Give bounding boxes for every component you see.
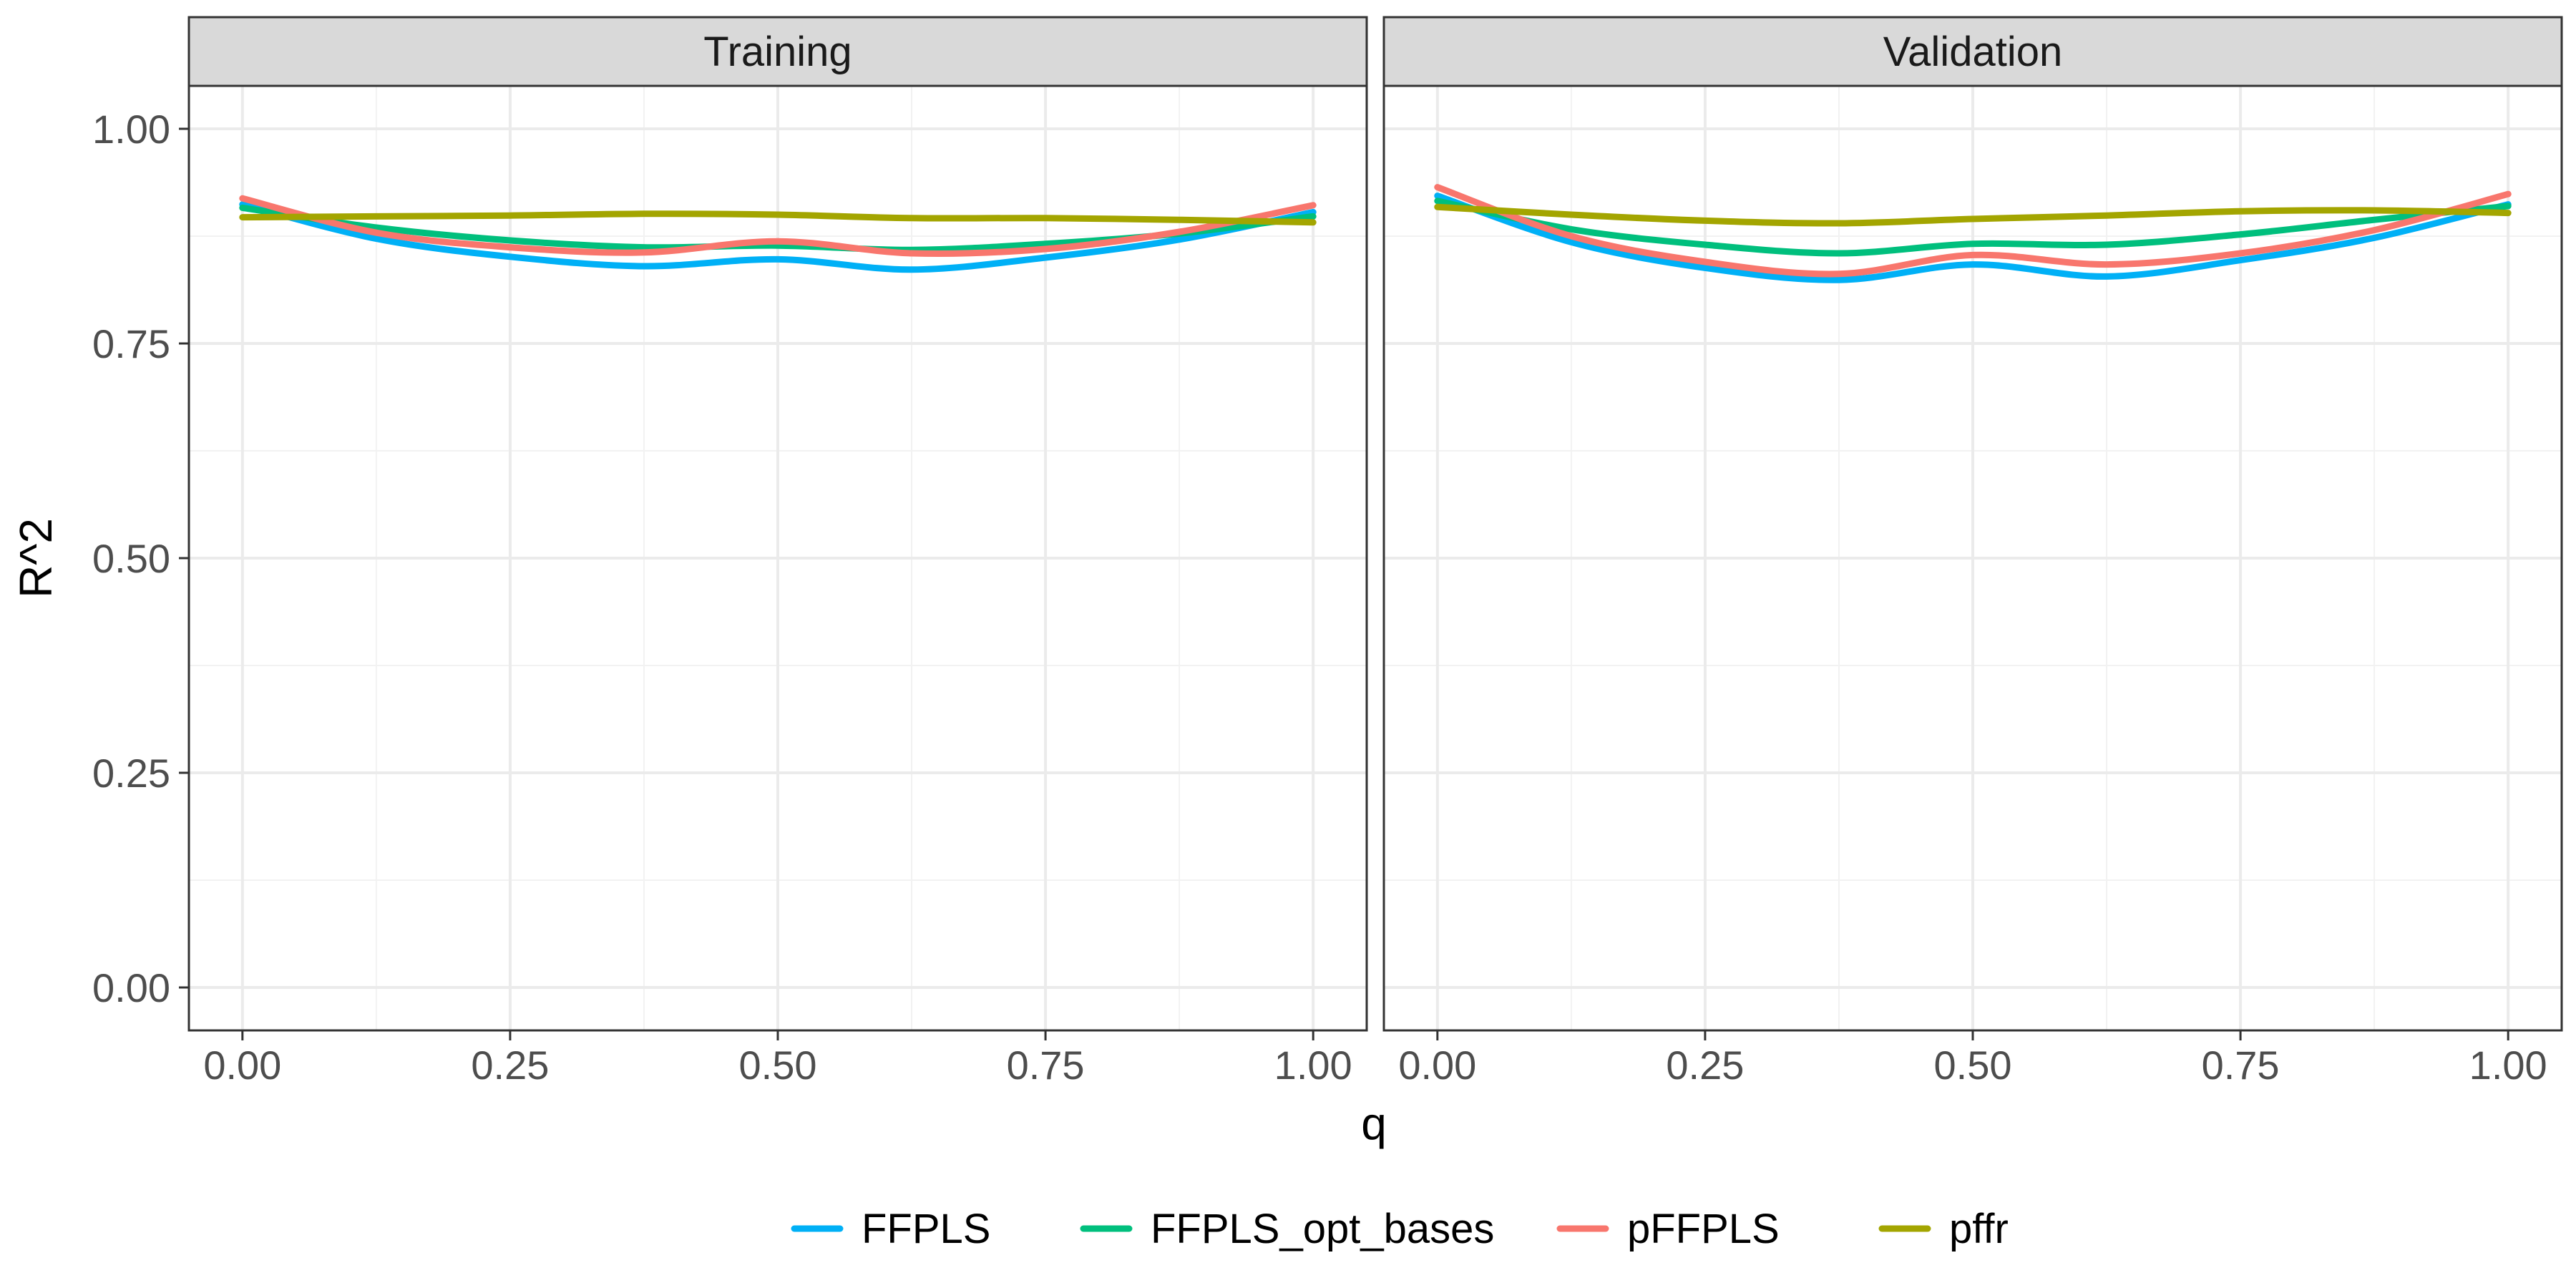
series-line-pffr: [1434, 203, 2512, 227]
x-tick-label: 1.00: [2469, 1043, 2547, 1088]
x-tick-label: 0.75: [2202, 1043, 2280, 1088]
panels: Training 0.00 0.25 0.50 0.75 1.00 0.00 0.25 0.50…: [92, 16, 2563, 1088]
x-tick-label: 0.75: [1007, 1043, 1085, 1088]
x-tick-label: 1.00: [1274, 1043, 1352, 1088]
series-line-pffr: [239, 210, 1317, 226]
legend-label: FFPLS_opt_bases: [1151, 1206, 1494, 1252]
panel-validation: Validation 0.00 0.25 0.50 0.75 1.00: [1382, 16, 2563, 1088]
series-line-ffpls: [239, 201, 1317, 273]
legend-label: pffr: [1949, 1206, 2009, 1252]
y-tick-label: 1.00: [92, 107, 170, 152]
facet-strip-label: Training: [703, 29, 852, 75]
y-tick-label: 0.25: [92, 751, 170, 796]
legend-item-ffpls-opt-bases: FFPLS_opt_bases: [1080, 1206, 1494, 1252]
y-axis-title: R^2: [10, 518, 62, 598]
x-tick-label: 0.00: [203, 1043, 281, 1088]
x-tick-label: 0.25: [471, 1043, 549, 1088]
series-line-ffpls: [1434, 192, 2512, 283]
x-axis-title: q: [1361, 1098, 1387, 1149]
legend-item-pffpls: pFFPLS: [1556, 1206, 1780, 1252]
x-tick-label: 0.50: [1934, 1043, 2012, 1088]
x-tick-label: 0.00: [1398, 1043, 1476, 1088]
legend-label: FFPLS: [862, 1206, 991, 1252]
facet-strip: [187, 16, 1368, 87]
y-tick-label: 0.00: [92, 965, 170, 1010]
legend-item-pffr: pffr: [1878, 1206, 2009, 1252]
series-line-pffpls: [1434, 184, 2512, 278]
y-tick-label: 0.50: [92, 536, 170, 581]
x-tick-label: 0.50: [739, 1043, 817, 1088]
legend-label: pFFPLS: [1627, 1206, 1780, 1252]
legend-item-ffpls: FFPLS: [791, 1206, 991, 1252]
facet-strip: [1382, 16, 2563, 87]
panel-training: Training 0.00 0.25 0.50 0.75 1.00 0.00 0.25 0.50…: [92, 16, 1368, 1088]
x-tick-label: 0.25: [1666, 1043, 1744, 1088]
series-line-pffpls: [239, 195, 1317, 258]
legend: FFPLS FFPLS_opt_bases pFFPLS pffr: [791, 1206, 2009, 1252]
y-tick-label: 0.75: [92, 321, 170, 366]
facet-strip-label: Validation: [1883, 29, 2062, 75]
series-line-ffpls-opt-bases: [1434, 197, 2512, 257]
